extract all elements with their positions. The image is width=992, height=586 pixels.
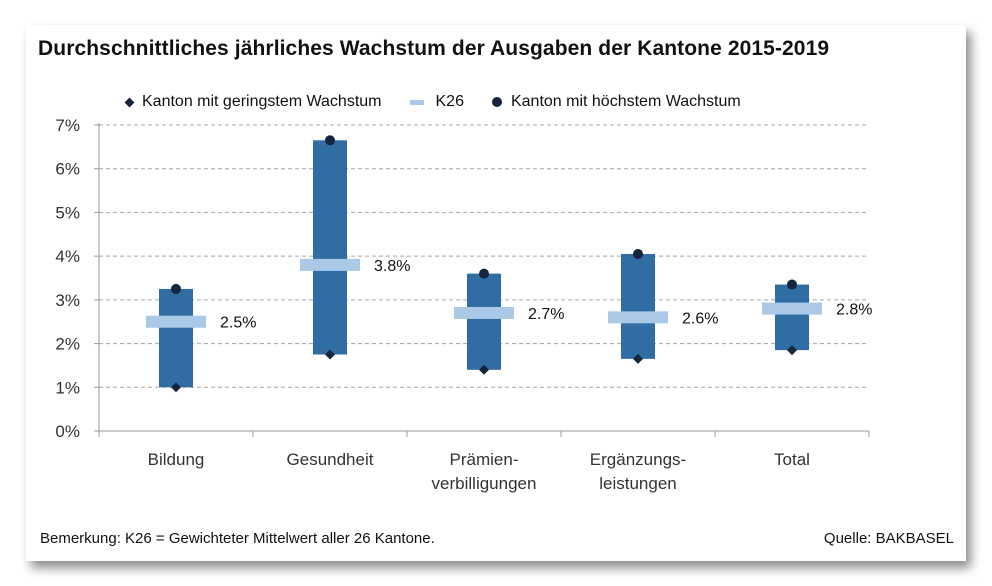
min-marker xyxy=(325,349,335,360)
legend-item-max: Kanton mit höchstem Wachstum xyxy=(491,93,741,111)
chart-title: Durchschnittliches jährliches Wachstum d… xyxy=(38,37,830,60)
min-marker xyxy=(171,382,181,393)
legend-item-k26: K26 xyxy=(409,93,464,111)
legend-item-min: Kanton mit geringstem Wachstum xyxy=(124,93,382,111)
chart-card: Durchschnittliches jährliches Wachstum d… xyxy=(26,25,966,561)
y-tick-label: 6% xyxy=(55,160,80,179)
max-marker xyxy=(479,268,489,279)
y-tick-label: 2% xyxy=(55,335,80,354)
x-category-label: verbilligungen xyxy=(432,474,537,493)
x-category-label: leistungen xyxy=(599,474,677,493)
y-tick-label: 1% xyxy=(55,378,80,397)
min-marker xyxy=(633,353,643,364)
data-label: 2.6% xyxy=(682,310,718,327)
k26-marker xyxy=(454,306,514,319)
range-bar xyxy=(313,140,347,355)
y-tick-label: 0% xyxy=(55,422,80,441)
x-category-label: Ergänzungs- xyxy=(590,450,686,469)
dot-marker-icon xyxy=(491,97,502,107)
max-marker xyxy=(171,283,181,294)
data-label: 2.8% xyxy=(836,302,872,319)
max-marker xyxy=(787,279,797,290)
y-tick-label: 7% xyxy=(55,116,80,135)
data-label: 2.5% xyxy=(220,315,256,332)
data-label: 3.8% xyxy=(374,258,410,275)
data-label: 2.7% xyxy=(528,306,564,323)
x-category-label: Bildung xyxy=(148,450,205,469)
y-tick-label: 3% xyxy=(55,291,80,310)
k26-marker xyxy=(762,302,822,315)
y-tick-label: 4% xyxy=(55,247,80,266)
x-category-label: Gesundheit xyxy=(287,450,374,469)
range-bar xyxy=(775,284,809,351)
max-marker xyxy=(633,248,643,259)
min-marker xyxy=(787,345,797,356)
source-note: Quelle: BAKBASEL xyxy=(823,530,954,547)
legend-label-max: Kanton mit höchstem Wachstum xyxy=(510,93,741,110)
range-bar xyxy=(159,288,193,388)
chart-legend: Kanton mit geringstem Wachstum K26 Kanto… xyxy=(124,91,741,113)
x-category-label: Prämien- xyxy=(450,450,519,469)
chart-plot: 0% 1% 2% 3% 4% 5% 6% 7% 2.5% Bildung 3.8% Gesundhei… xyxy=(55,116,872,493)
range-bar xyxy=(467,273,501,370)
k26-marker xyxy=(146,315,206,328)
dash-marker-icon xyxy=(409,99,424,105)
legend-label-min: Kanton mit geringstem Wachstum xyxy=(142,93,382,110)
footnote: Bemerkung: K26 = Gewichteter Mittelwert … xyxy=(40,530,435,547)
k26-marker xyxy=(608,311,668,324)
range-bar xyxy=(621,253,655,359)
k26-marker xyxy=(300,258,360,271)
max-marker xyxy=(325,135,335,146)
legend-label-k26: K26 xyxy=(435,93,464,110)
x-category-label: Total xyxy=(774,450,810,469)
min-marker xyxy=(479,364,489,375)
y-tick-label: 5% xyxy=(55,203,80,222)
